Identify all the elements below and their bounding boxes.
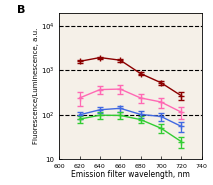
Text: B: B — [17, 5, 25, 15]
X-axis label: Emission filter wavelength, nm: Emission filter wavelength, nm — [71, 170, 190, 179]
Y-axis label: Fluorescence/Luminescence, a.u.: Fluorescence/Luminescence, a.u. — [33, 28, 39, 144]
